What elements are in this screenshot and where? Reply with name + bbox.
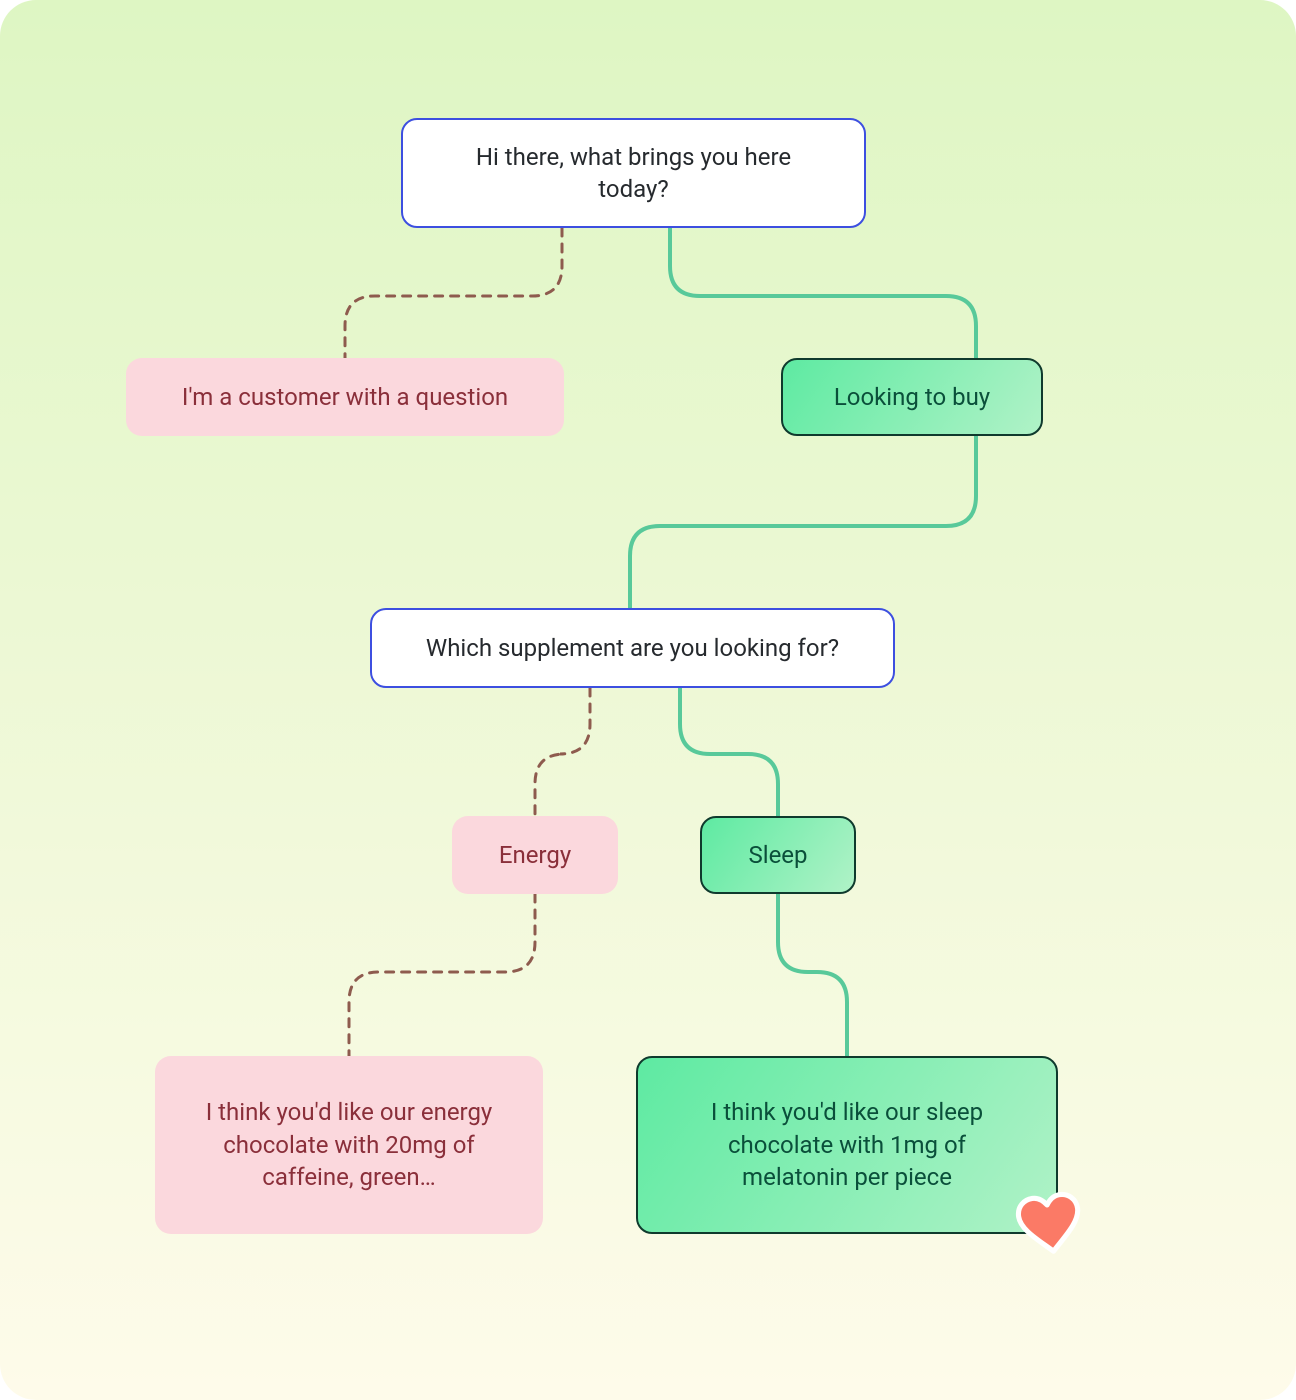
node-r2-label: I think you'd like our sleep chocolate w… bbox=[678, 1096, 1016, 1193]
node-r2: I think you'd like our sleep chocolate w… bbox=[636, 1056, 1058, 1234]
node-a1a-label: I'm a customer with a question bbox=[182, 381, 508, 413]
edge-a2a-r1 bbox=[349, 894, 535, 1056]
edge-a2b-r2 bbox=[778, 894, 847, 1056]
node-q1: Hi there, what brings you here today? bbox=[401, 118, 866, 228]
node-a2b: Sleep bbox=[700, 816, 856, 894]
edge-q2-a2b bbox=[680, 688, 778, 816]
node-a1a: I'm a customer with a question bbox=[126, 358, 564, 436]
node-q2: Which supplement are you looking for? bbox=[370, 608, 895, 688]
node-a2b-label: Sleep bbox=[748, 839, 807, 871]
node-r1-label: I think you'd like our energy chocolate … bbox=[195, 1096, 503, 1193]
node-r1: I think you'd like our energy chocolate … bbox=[155, 1056, 543, 1234]
edge-q2-a2a bbox=[535, 688, 590, 816]
node-a1b: Looking to buy bbox=[781, 358, 1043, 436]
edge-a1b-q2 bbox=[630, 436, 976, 608]
edge-q1-a1b bbox=[670, 228, 976, 358]
node-q2-label: Which supplement are you looking for? bbox=[426, 632, 839, 664]
node-a1b-label: Looking to buy bbox=[834, 381, 990, 413]
flowchart-canvas: Hi there, what brings you here today? I'm… bbox=[0, 0, 1296, 1400]
node-q1-label: Hi there, what brings you here today? bbox=[443, 141, 824, 206]
node-a2a-label: Energy bbox=[499, 839, 571, 871]
edge-q1-a1a bbox=[345, 228, 562, 358]
node-a2a: Energy bbox=[452, 816, 618, 894]
heart-icon bbox=[1012, 1188, 1089, 1265]
